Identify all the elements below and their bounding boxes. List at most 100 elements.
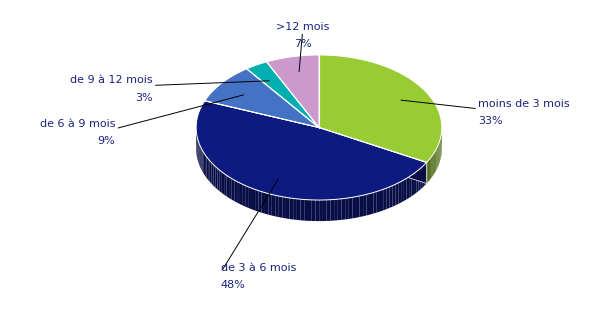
Polygon shape	[237, 182, 240, 204]
Polygon shape	[423, 164, 425, 187]
Text: moins de 3 mois: moins de 3 mois	[478, 99, 570, 109]
Polygon shape	[222, 172, 224, 195]
Polygon shape	[345, 198, 349, 219]
Polygon shape	[268, 194, 272, 215]
Polygon shape	[349, 197, 353, 219]
Polygon shape	[293, 198, 297, 220]
Polygon shape	[246, 186, 249, 208]
Text: de 9 à 12 mois: de 9 à 12 mois	[70, 75, 153, 85]
Polygon shape	[297, 199, 301, 220]
Polygon shape	[319, 55, 442, 162]
Text: 3%: 3%	[135, 93, 153, 103]
Polygon shape	[216, 166, 217, 189]
Polygon shape	[262, 192, 265, 214]
Polygon shape	[330, 199, 334, 221]
Polygon shape	[319, 127, 426, 184]
Polygon shape	[401, 180, 404, 202]
Polygon shape	[259, 191, 262, 213]
Polygon shape	[426, 161, 428, 184]
Polygon shape	[208, 159, 210, 182]
Polygon shape	[204, 153, 205, 176]
Text: de 3 à 6 mois: de 3 à 6 mois	[220, 263, 296, 272]
Polygon shape	[334, 199, 338, 220]
Text: 7%: 7%	[294, 39, 312, 49]
Polygon shape	[419, 168, 421, 191]
Polygon shape	[429, 158, 430, 181]
Polygon shape	[198, 140, 199, 163]
Polygon shape	[421, 166, 423, 189]
Polygon shape	[252, 188, 255, 210]
Text: 33%: 33%	[478, 116, 503, 126]
Polygon shape	[217, 168, 220, 191]
Polygon shape	[201, 148, 202, 172]
Polygon shape	[210, 161, 211, 184]
Polygon shape	[396, 183, 398, 205]
Polygon shape	[373, 192, 377, 214]
Text: de 6 à 9 mois: de 6 à 9 mois	[40, 119, 115, 129]
Polygon shape	[327, 200, 330, 221]
Polygon shape	[377, 190, 380, 213]
Polygon shape	[412, 173, 414, 196]
Polygon shape	[220, 170, 222, 193]
Text: 48%: 48%	[220, 280, 246, 290]
Polygon shape	[370, 193, 373, 215]
Polygon shape	[275, 195, 279, 217]
Polygon shape	[437, 146, 438, 168]
Polygon shape	[398, 181, 401, 204]
Polygon shape	[247, 62, 319, 127]
Polygon shape	[243, 184, 246, 207]
Polygon shape	[232, 179, 234, 201]
Polygon shape	[224, 174, 226, 196]
Polygon shape	[207, 157, 208, 180]
Polygon shape	[202, 151, 204, 174]
Polygon shape	[226, 175, 229, 198]
Polygon shape	[434, 151, 435, 174]
Polygon shape	[205, 69, 319, 127]
Polygon shape	[301, 199, 304, 221]
Polygon shape	[240, 183, 243, 206]
Polygon shape	[338, 199, 341, 220]
Polygon shape	[234, 180, 237, 203]
Polygon shape	[211, 163, 213, 186]
Polygon shape	[393, 184, 396, 207]
Polygon shape	[319, 200, 323, 221]
Polygon shape	[196, 101, 426, 200]
Polygon shape	[356, 196, 359, 218]
Polygon shape	[380, 189, 383, 211]
Polygon shape	[433, 153, 434, 175]
Polygon shape	[312, 200, 315, 221]
Polygon shape	[341, 198, 345, 220]
Polygon shape	[387, 187, 390, 209]
Polygon shape	[414, 172, 416, 194]
Polygon shape	[289, 198, 293, 219]
Polygon shape	[435, 148, 437, 171]
Polygon shape	[229, 177, 232, 200]
Polygon shape	[266, 55, 319, 127]
Polygon shape	[359, 195, 363, 217]
Polygon shape	[249, 187, 252, 209]
Polygon shape	[428, 160, 429, 182]
Polygon shape	[367, 193, 370, 215]
Polygon shape	[409, 175, 412, 198]
Text: >12 mois: >12 mois	[276, 22, 329, 32]
Polygon shape	[265, 193, 268, 215]
Polygon shape	[430, 157, 431, 179]
Polygon shape	[404, 178, 406, 201]
Polygon shape	[390, 186, 393, 208]
Polygon shape	[272, 194, 275, 216]
Polygon shape	[286, 197, 289, 219]
Polygon shape	[383, 188, 387, 210]
Polygon shape	[425, 162, 426, 185]
Polygon shape	[279, 196, 282, 218]
Polygon shape	[199, 144, 201, 167]
Polygon shape	[255, 189, 259, 212]
Polygon shape	[323, 200, 327, 221]
Polygon shape	[213, 165, 216, 188]
Polygon shape	[432, 154, 433, 177]
Polygon shape	[205, 155, 207, 178]
Polygon shape	[406, 177, 409, 199]
Polygon shape	[416, 170, 419, 193]
Polygon shape	[438, 144, 439, 166]
Text: 9%: 9%	[98, 136, 115, 146]
Polygon shape	[282, 197, 286, 219]
